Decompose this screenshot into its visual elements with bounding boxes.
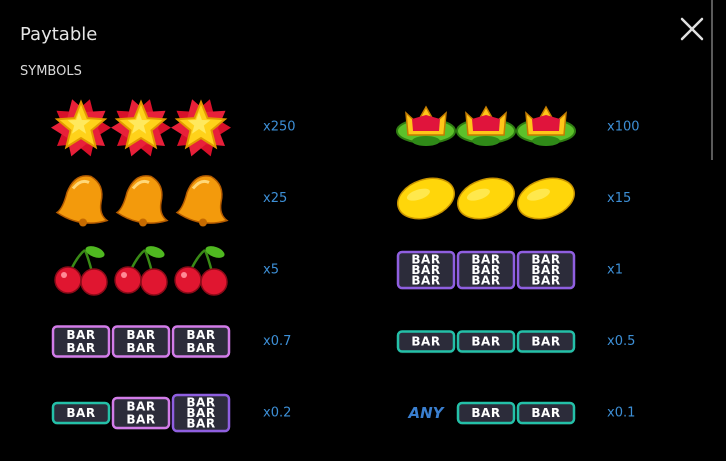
paytable-row: x5	[54, 246, 279, 296]
scrollbar[interactable]	[711, 0, 713, 160]
paytable-row: ANY BAR BAR x0.1	[407, 401, 635, 425]
paytable-row: BAR BAR BAR x0.5	[396, 330, 635, 354]
payout: x1	[607, 263, 623, 278]
bar-label: BAR	[531, 406, 560, 420]
bar-label: BAR	[471, 263, 500, 277]
payout: x100	[607, 120, 640, 135]
section-label: SYMBOLS	[20, 64, 82, 79]
symbol-icon	[111, 99, 171, 157]
symbol-icon: BAR	[396, 330, 456, 354]
bar-label: BAR	[126, 413, 155, 427]
symbol-icon	[396, 105, 456, 146]
symbol-icon	[171, 99, 231, 157]
bar-label: BAR	[66, 341, 95, 355]
paytable-row: x15	[397, 177, 631, 220]
symbol-icon: BAR	[516, 401, 576, 425]
symbol-icon	[115, 175, 169, 227]
symbol-icon: ANY	[407, 404, 445, 422]
bar-label: BAR	[186, 417, 215, 431]
payout: x250	[263, 120, 296, 135]
bar-label: BAR	[471, 252, 500, 266]
payout: x0.1	[607, 406, 635, 421]
bar-label: BAR	[471, 274, 500, 288]
symbol-icon	[51, 99, 111, 157]
bar-label: BAR	[531, 263, 560, 277]
bar-label: BAR	[471, 406, 500, 420]
bar-label: BAR	[66, 406, 95, 420]
symbol-icon	[55, 175, 109, 227]
paytable-row: x250	[51, 99, 296, 157]
bar-label: BAR	[411, 274, 440, 288]
close-button[interactable]	[680, 17, 704, 41]
symbol-icon	[457, 177, 515, 220]
bar-label: BAR	[126, 341, 155, 355]
symbol-icon	[175, 175, 229, 227]
bar-label: BAR	[186, 341, 215, 355]
symbol-icon: BAR	[456, 330, 516, 354]
payout: x0.2	[263, 406, 291, 421]
bar-label: BAR	[126, 328, 155, 342]
title: Paytable	[20, 24, 97, 45]
symbol-icon: BAR	[516, 330, 576, 354]
payout: x25	[263, 191, 287, 206]
payout: x0.5	[607, 334, 635, 349]
symbol-icon	[54, 246, 108, 296]
bar-label: BAR	[531, 335, 560, 349]
symbol-icon	[174, 246, 228, 296]
bar-label: BAR	[66, 328, 95, 342]
any-label: ANY	[407, 404, 445, 422]
payout: x15	[607, 191, 631, 206]
bar-label: BAR	[411, 263, 440, 277]
payout: x5	[263, 263, 279, 278]
bar-label: BAR	[531, 252, 560, 266]
paytable-row: x100	[396, 105, 640, 146]
bar-label: BAR	[531, 274, 560, 288]
paytable-row: x25	[55, 175, 287, 227]
symbol-icon	[516, 105, 576, 146]
symbol-icon: BAR	[456, 401, 516, 425]
payout: x0.7	[263, 334, 291, 349]
symbol-icon	[114, 246, 168, 296]
bar-label: BAR	[186, 395, 215, 409]
bar-label: BAR	[471, 335, 500, 349]
symbol-icon	[517, 177, 575, 220]
bar-label: BAR	[186, 406, 215, 420]
symbol-icon	[397, 177, 455, 220]
bar-label: BAR	[411, 252, 440, 266]
bar-label: BAR	[186, 328, 215, 342]
symbol-icon: BAR	[51, 401, 111, 425]
symbol-icon	[456, 105, 516, 146]
bar-label: BAR	[126, 400, 155, 414]
bar-label: BAR	[411, 335, 440, 349]
